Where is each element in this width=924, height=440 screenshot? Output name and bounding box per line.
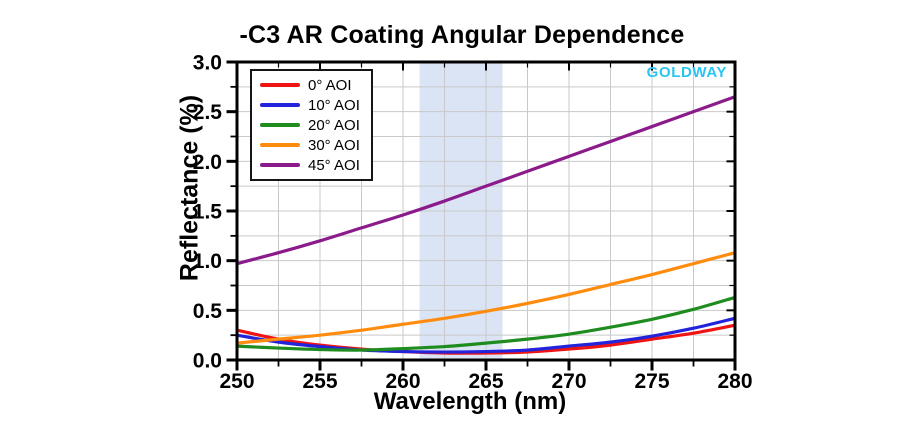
plot-frame xyxy=(235,60,737,362)
x-tick-label: 270 xyxy=(551,370,586,393)
series-line-30deg xyxy=(236,251,736,345)
legend-item: 10° AOI xyxy=(260,97,363,114)
x-axis-title: Wavelength (nm) xyxy=(373,388,567,415)
legend-swatch-line xyxy=(260,163,300,167)
legend-label: 20° AOI xyxy=(308,116,360,134)
legend-label: 45° AOI xyxy=(308,156,360,174)
legend-swatch-line xyxy=(260,123,300,127)
series-line-45deg xyxy=(236,95,736,266)
legend-item: 45° AOI xyxy=(260,157,363,174)
y-tick-label: 3.0 xyxy=(193,52,222,75)
legend-item: 20° AOI xyxy=(260,117,363,134)
y-axis-title: Reflectance (%) xyxy=(175,94,204,282)
series-line-10deg xyxy=(236,316,736,354)
x-tick-label: 275 xyxy=(634,370,669,393)
chart-title: -C3 AR Coating Angular Dependence xyxy=(239,21,685,49)
legend-item: 0° AOI xyxy=(260,77,363,94)
series-line-20deg xyxy=(236,295,736,352)
legend-label: 30° AOI xyxy=(308,136,360,154)
x-tick-label: 260 xyxy=(385,370,420,393)
x-tick-label: 255 xyxy=(302,370,337,393)
legend-swatch-line xyxy=(260,83,300,87)
legend: 0° AOI 10° AOI 20° AOI 30° AOI 45° AOI xyxy=(250,69,373,181)
legend-swatch-line xyxy=(260,103,300,107)
legend-label: 0° AOI xyxy=(308,76,352,94)
y-tick-label: 0.5 xyxy=(193,300,223,323)
x-tick-label: 250 xyxy=(219,370,254,393)
y-tick-label: 1.5 xyxy=(193,201,223,224)
y-tick-label: 0.0 xyxy=(193,350,222,373)
y-tick-label: 2.5 xyxy=(193,101,223,124)
legend-item: 30° AOI xyxy=(260,137,363,154)
legend-label: 10° AOI xyxy=(308,96,360,114)
x-tick-label: 280 xyxy=(717,370,752,393)
x-tick-label: 265 xyxy=(468,370,503,393)
watermark-text: GOLDWAY xyxy=(646,64,727,81)
y-tick-label: 1.0 xyxy=(193,250,222,273)
y-tick-label: 2.0 xyxy=(193,151,222,174)
legend-swatch-line xyxy=(260,143,300,147)
